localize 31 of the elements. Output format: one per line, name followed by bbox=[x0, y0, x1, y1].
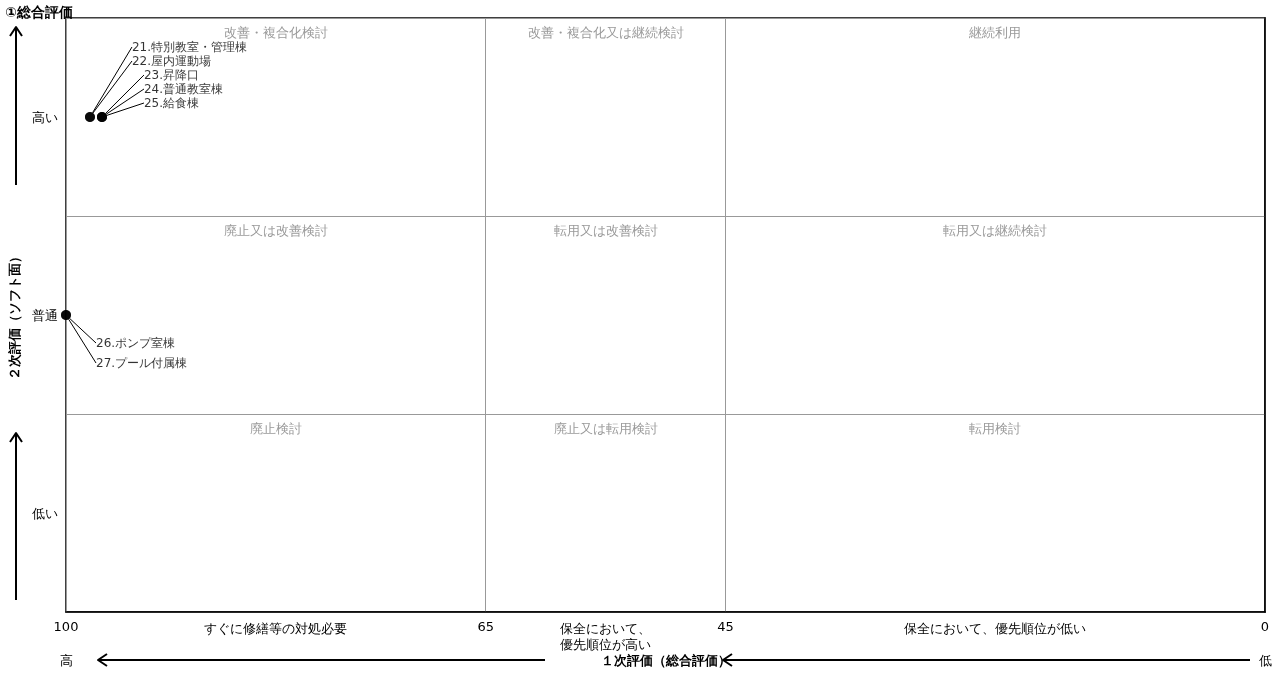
annotation: 転用又は継続検討 bbox=[943, 223, 1048, 238]
annotation: 継続利用 bbox=[968, 25, 1022, 40]
x-tick-label: 100 bbox=[53, 619, 79, 634]
y-axis-title: ２次評価（ソフト面） bbox=[7, 250, 22, 380]
annotation: 転用検討 bbox=[969, 421, 1022, 436]
text: 低 bbox=[1258, 652, 1272, 668]
text: すぐに修繕等の対処必要 bbox=[204, 620, 348, 636]
text: 26.ポンプ室棟 bbox=[96, 336, 176, 350]
legend-label: 25.給食棟 bbox=[143, 96, 200, 110]
x-tick-label: 0 bbox=[1260, 619, 1270, 634]
annotation: 廃止又は改善検討 bbox=[223, 223, 328, 238]
text: 23.昇降口 bbox=[143, 68, 200, 82]
x-axis-title: １次評価（総合評価） bbox=[600, 653, 731, 668]
y-tick-label: 普通 bbox=[32, 307, 58, 323]
x-tick-label: 45 bbox=[717, 619, 734, 634]
text: 22.屋内運動場 bbox=[131, 54, 212, 68]
annotation: 転用又は改善検討 bbox=[553, 223, 658, 238]
y-tick-label: 低い bbox=[32, 505, 58, 521]
text: 保全において、優先順位が高い bbox=[560, 620, 652, 652]
text: 27.プール付属棟 bbox=[96, 356, 188, 370]
text: 24.普通教室棟 bbox=[143, 82, 224, 96]
annotation: 廃止又は転用検討 bbox=[553, 421, 658, 436]
annotation: 廃止検討 bbox=[249, 421, 302, 436]
chart-title: ①総合評価 bbox=[5, 4, 73, 20]
annotation: 改善・複合化又は継続検討 bbox=[527, 25, 684, 40]
y-tick-label: 高い bbox=[32, 109, 58, 125]
x-tick-label: 65 bbox=[477, 619, 494, 634]
text: 高 bbox=[59, 652, 73, 668]
annotation: 改善・複合化検討 bbox=[223, 25, 328, 40]
text: 21.特別教室・管理棟 bbox=[131, 40, 248, 54]
text: 保全において、優先順位が低い bbox=[904, 620, 1087, 636]
